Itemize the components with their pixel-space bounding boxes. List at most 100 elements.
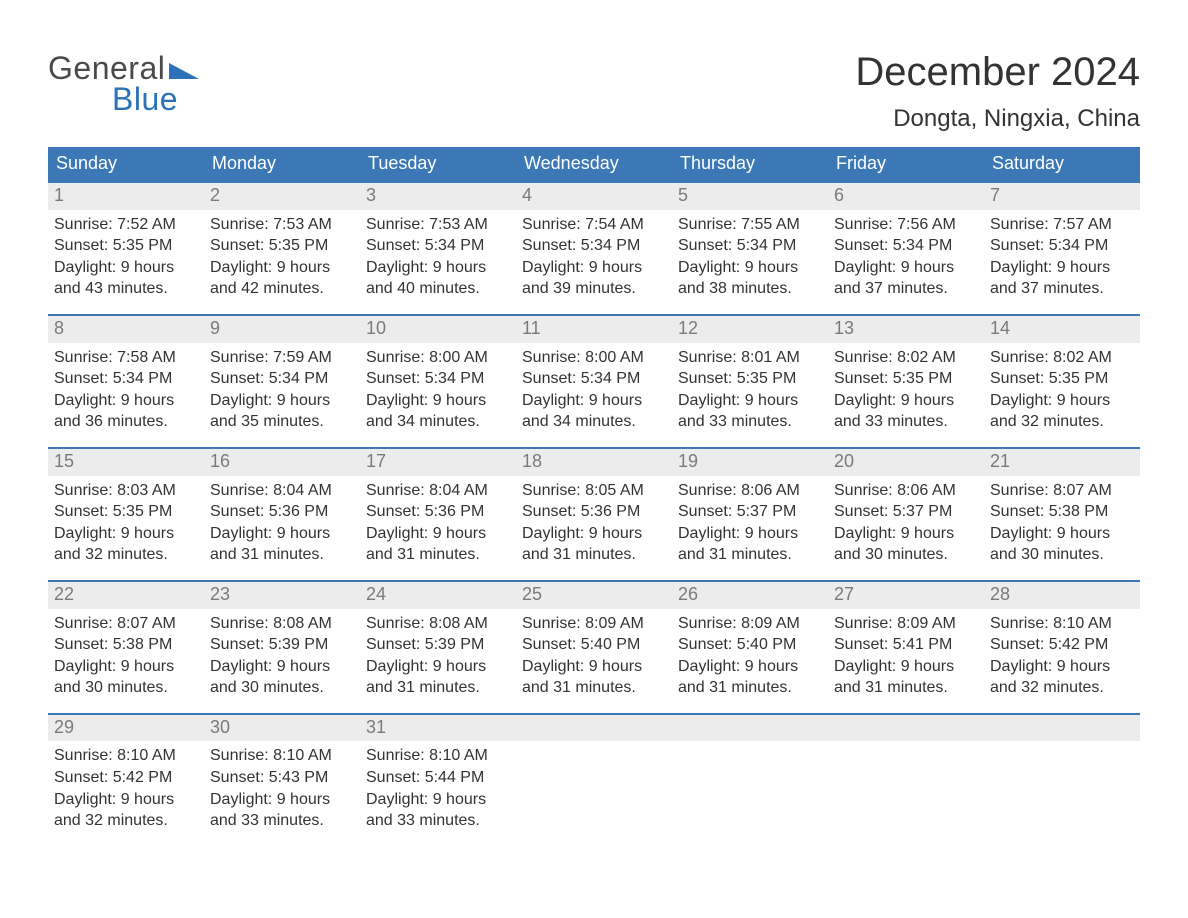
day-cell: 17Sunrise: 8:04 AMSunset: 5:36 PMDayligh… [360,449,516,566]
daylight-line: Daylight: 9 hours and 37 minutes. [834,257,978,300]
day-cell: 8Sunrise: 7:58 AMSunset: 5:34 PMDaylight… [48,316,204,433]
daylight-line: Daylight: 9 hours and 30 minutes. [54,656,198,699]
sunset-line: Sunset: 5:41 PM [834,634,978,656]
title-block: December 2024 Dongta, Ningxia, China [855,50,1140,133]
day-body: Sunrise: 8:10 AMSunset: 5:42 PMDaylight:… [48,741,204,831]
daylight-line: Daylight: 9 hours and 31 minutes. [366,656,510,699]
daylight-line: Daylight: 9 hours and 31 minutes. [366,523,510,566]
day-body: Sunrise: 8:02 AMSunset: 5:35 PMDaylight:… [828,343,984,433]
day-number: 1 [48,183,204,210]
day-body: Sunrise: 8:00 AMSunset: 5:34 PMDaylight:… [516,343,672,433]
day-cell: 29Sunrise: 8:10 AMSunset: 5:42 PMDayligh… [48,715,204,832]
sunset-line: Sunset: 5:35 PM [54,235,198,257]
daylight-line: Daylight: 9 hours and 32 minutes. [54,523,198,566]
sunset-line: Sunset: 5:34 PM [54,368,198,390]
day-number: 26 [672,582,828,609]
day-body: Sunrise: 8:09 AMSunset: 5:41 PMDaylight:… [828,609,984,699]
day-number [828,715,984,742]
sunset-line: Sunset: 5:34 PM [522,368,666,390]
weekday-header: Tuesday [360,147,516,181]
sunrise-line: Sunrise: 8:08 AM [210,613,354,635]
weekday-header-row: SundayMondayTuesdayWednesdayThursdayFrid… [48,147,1140,181]
weekday-header: Sunday [48,147,204,181]
day-number: 8 [48,316,204,343]
day-cell: 26Sunrise: 8:09 AMSunset: 5:40 PMDayligh… [672,582,828,699]
sunset-line: Sunset: 5:34 PM [990,235,1134,257]
day-cell: 6Sunrise: 7:56 AMSunset: 5:34 PMDaylight… [828,183,984,300]
week-row: 22Sunrise: 8:07 AMSunset: 5:38 PMDayligh… [48,580,1140,699]
day-number [516,715,672,742]
day-number: 9 [204,316,360,343]
day-cell: 24Sunrise: 8:08 AMSunset: 5:39 PMDayligh… [360,582,516,699]
daylight-line: Daylight: 9 hours and 34 minutes. [522,390,666,433]
daylight-line: Daylight: 9 hours and 38 minutes. [678,257,822,300]
sunset-line: Sunset: 5:34 PM [678,235,822,257]
sunset-line: Sunset: 5:36 PM [366,501,510,523]
week-row: 1Sunrise: 7:52 AMSunset: 5:35 PMDaylight… [48,181,1140,300]
sunrise-line: Sunrise: 8:04 AM [210,480,354,502]
daylight-line: Daylight: 9 hours and 30 minutes. [990,523,1134,566]
sunset-line: Sunset: 5:36 PM [522,501,666,523]
daylight-line: Daylight: 9 hours and 31 minutes. [522,523,666,566]
sunset-line: Sunset: 5:35 PM [834,368,978,390]
sunset-line: Sunset: 5:34 PM [366,368,510,390]
day-body: Sunrise: 8:08 AMSunset: 5:39 PMDaylight:… [204,609,360,699]
day-number: 12 [672,316,828,343]
daylight-line: Daylight: 9 hours and 32 minutes. [990,656,1134,699]
sunset-line: Sunset: 5:44 PM [366,767,510,789]
sunset-line: Sunset: 5:38 PM [54,634,198,656]
day-cell: 20Sunrise: 8:06 AMSunset: 5:37 PMDayligh… [828,449,984,566]
sunset-line: Sunset: 5:37 PM [678,501,822,523]
daylight-line: Daylight: 9 hours and 30 minutes. [210,656,354,699]
day-body: Sunrise: 8:02 AMSunset: 5:35 PMDaylight:… [984,343,1140,433]
week-row: 15Sunrise: 8:03 AMSunset: 5:35 PMDayligh… [48,447,1140,566]
day-cell: 31Sunrise: 8:10 AMSunset: 5:44 PMDayligh… [360,715,516,832]
day-body: Sunrise: 7:54 AMSunset: 5:34 PMDaylight:… [516,210,672,300]
daylight-line: Daylight: 9 hours and 31 minutes. [678,523,822,566]
day-cell: 13Sunrise: 8:02 AMSunset: 5:35 PMDayligh… [828,316,984,433]
sunrise-line: Sunrise: 8:10 AM [990,613,1134,635]
sunrise-line: Sunrise: 8:10 AM [366,745,510,767]
day-cell: 22Sunrise: 8:07 AMSunset: 5:38 PMDayligh… [48,582,204,699]
day-body: Sunrise: 8:03 AMSunset: 5:35 PMDaylight:… [48,476,204,566]
day-number: 30 [204,715,360,742]
day-number: 23 [204,582,360,609]
sunset-line: Sunset: 5:39 PM [366,634,510,656]
header: General Blue December 2024 Dongta, Ningx… [48,50,1140,133]
sunrise-line: Sunrise: 8:02 AM [990,347,1134,369]
day-number [984,715,1140,742]
day-number: 18 [516,449,672,476]
sunrise-line: Sunrise: 8:10 AM [210,745,354,767]
sunrise-line: Sunrise: 7:57 AM [990,214,1134,236]
day-cell: 10Sunrise: 8:00 AMSunset: 5:34 PMDayligh… [360,316,516,433]
sunset-line: Sunset: 5:42 PM [990,634,1134,656]
day-cell: 3Sunrise: 7:53 AMSunset: 5:34 PMDaylight… [360,183,516,300]
sunrise-line: Sunrise: 8:09 AM [522,613,666,635]
sunrise-line: Sunrise: 7:59 AM [210,347,354,369]
weekday-header: Thursday [672,147,828,181]
weeks-container: 1Sunrise: 7:52 AMSunset: 5:35 PMDaylight… [48,181,1140,832]
day-cell [828,715,984,832]
daylight-line: Daylight: 9 hours and 31 minutes. [834,656,978,699]
day-number [672,715,828,742]
day-number: 4 [516,183,672,210]
day-cell: 21Sunrise: 8:07 AMSunset: 5:38 PMDayligh… [984,449,1140,566]
weekday-header: Friday [828,147,984,181]
day-body: Sunrise: 8:10 AMSunset: 5:43 PMDaylight:… [204,741,360,831]
sunset-line: Sunset: 5:39 PM [210,634,354,656]
sunset-line: Sunset: 5:34 PM [366,235,510,257]
day-body: Sunrise: 7:55 AMSunset: 5:34 PMDaylight:… [672,210,828,300]
day-cell: 14Sunrise: 8:02 AMSunset: 5:35 PMDayligh… [984,316,1140,433]
sunrise-line: Sunrise: 8:04 AM [366,480,510,502]
day-body: Sunrise: 7:59 AMSunset: 5:34 PMDaylight:… [204,343,360,433]
day-cell: 27Sunrise: 8:09 AMSunset: 5:41 PMDayligh… [828,582,984,699]
day-cell: 4Sunrise: 7:54 AMSunset: 5:34 PMDaylight… [516,183,672,300]
daylight-line: Daylight: 9 hours and 43 minutes. [54,257,198,300]
day-number: 3 [360,183,516,210]
day-number: 15 [48,449,204,476]
sunset-line: Sunset: 5:34 PM [210,368,354,390]
sunset-line: Sunset: 5:43 PM [210,767,354,789]
month-title: December 2024 [855,50,1140,95]
day-body: Sunrise: 8:09 AMSunset: 5:40 PMDaylight:… [672,609,828,699]
day-number: 16 [204,449,360,476]
